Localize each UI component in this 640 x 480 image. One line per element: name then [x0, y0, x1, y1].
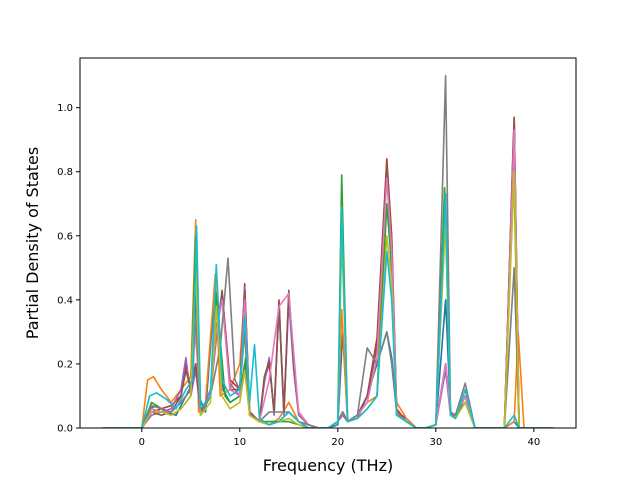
- y-tick-label: 0.2: [57, 359, 73, 370]
- x-axis-ticks: 0 10 20 30 40: [139, 428, 540, 448]
- y-tick-label: 0.8: [57, 167, 73, 178]
- y-axis-ticks: 0.0 0.2 0.4 0.6 0.8 1.0: [57, 103, 80, 435]
- y-tick-label: 0.0: [57, 424, 73, 435]
- x-tick-label: 10: [233, 437, 246, 448]
- plot-frame: [79, 57, 577, 429]
- series-layer: [102, 74, 554, 428]
- y-tick-label: 1.0: [57, 103, 73, 114]
- x-axis-title: Frequency (THz): [263, 456, 393, 475]
- x-tick-label: 20: [331, 437, 344, 448]
- x-tick-label: 30: [429, 437, 442, 448]
- x-tick-label: 40: [527, 437, 540, 448]
- y-tick-label: 0.4: [57, 295, 73, 306]
- x-tick-label: 0: [139, 437, 145, 448]
- y-tick-label: 0.6: [57, 231, 73, 242]
- series-line-9: [102, 193, 554, 428]
- y-axis-title: Partial Density of States: [23, 147, 42, 339]
